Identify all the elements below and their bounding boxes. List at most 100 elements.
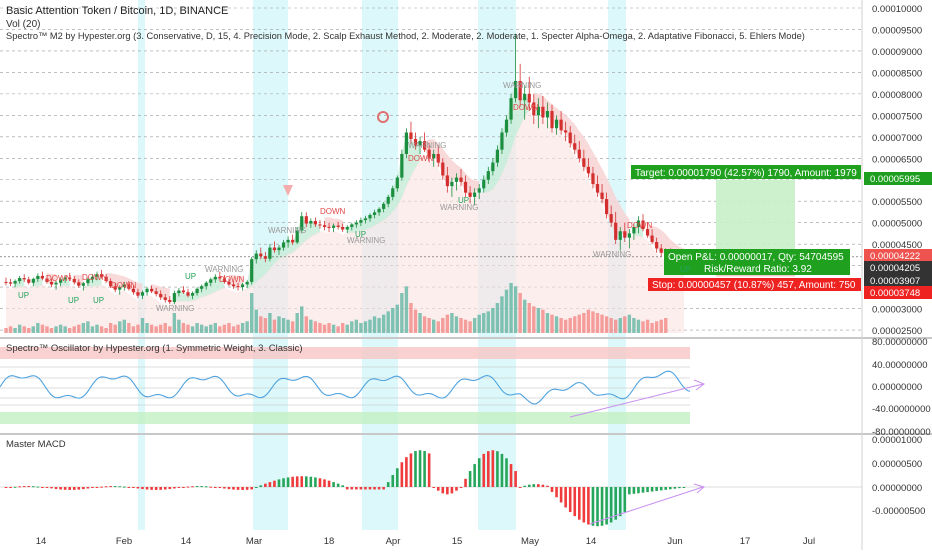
volume-bar	[245, 321, 249, 333]
macd-bar	[532, 484, 536, 487]
volume-bar	[468, 321, 472, 333]
candle	[168, 296, 172, 305]
candle-body	[49, 281, 54, 285]
macd-bar	[318, 478, 322, 487]
macd-bar	[168, 487, 172, 490]
price-marker	[864, 286, 932, 299]
volume-bar	[122, 319, 126, 333]
macd-bar	[141, 487, 144, 490]
candle-body	[573, 143, 577, 150]
macd-bar	[259, 485, 263, 487]
candle-body	[200, 286, 204, 289]
volume-bar	[127, 323, 131, 333]
macd-bar	[514, 471, 517, 487]
macd-pane[interactable]	[0, 450, 862, 527]
candle-body	[195, 288, 199, 294]
macd-bar	[414, 451, 417, 487]
signal-label: UP	[68, 296, 79, 305]
volume-bar	[573, 316, 577, 333]
macd-bar	[118, 486, 122, 488]
time-tick-label: Apr	[386, 536, 401, 547]
candle	[154, 287, 158, 297]
candle-body	[109, 281, 113, 287]
candle-body	[350, 224, 354, 227]
macd-bar	[345, 487, 349, 490]
volume-bar	[22, 326, 26, 333]
candle	[372, 209, 377, 219]
macd-bar	[500, 453, 504, 487]
candle	[145, 287, 149, 296]
macd-bar	[382, 487, 385, 490]
macd-bar	[568, 487, 572, 513]
signal-label: UP	[18, 291, 29, 300]
candle	[259, 247, 263, 260]
macd-bar	[227, 487, 231, 490]
volume-bar	[186, 324, 190, 333]
candle-body	[95, 274, 99, 277]
volume-bar	[354, 319, 359, 333]
volume-bar	[386, 311, 390, 333]
candle-body	[491, 162, 495, 172]
candle-body	[136, 292, 140, 296]
candle	[586, 158, 590, 178]
candle	[550, 104, 554, 133]
candle	[359, 217, 363, 227]
candle-body	[636, 220, 641, 227]
oscillator-pane[interactable]	[0, 347, 706, 424]
macd-bar	[277, 479, 281, 487]
candle-body	[254, 253, 258, 260]
candle-body	[382, 203, 386, 209]
candle-body	[395, 177, 399, 189]
candle	[391, 185, 395, 201]
volume-bar	[495, 303, 500, 333]
macd-bar	[159, 487, 162, 490]
price-marker-label: 0.00004205	[870, 263, 920, 274]
macd-divergence-arrow	[693, 483, 706, 494]
macd-bar	[477, 458, 481, 487]
candle-body	[495, 149, 499, 163]
divergence-arrow	[693, 379, 706, 391]
volume-bar	[363, 321, 368, 333]
volume-bar	[645, 319, 650, 333]
candle-body	[413, 138, 418, 146]
volume-bar	[49, 328, 54, 333]
candle	[122, 281, 126, 291]
symbol-title: Basic Attention Token / Bitcoin, 1D, BIN…	[6, 5, 228, 17]
pane-separator	[0, 433, 932, 435]
rr-label: Risk/Reward Ratio: 3.92	[704, 264, 812, 275]
candle	[109, 278, 113, 288]
candle-body	[509, 98, 513, 120]
candle	[623, 222, 627, 242]
volume-bar	[209, 324, 213, 333]
volume-bar	[500, 296, 504, 333]
candle-body	[500, 132, 504, 150]
macd-bar	[282, 478, 285, 487]
candle-body	[86, 279, 90, 284]
macd-bar	[637, 487, 640, 494]
stop-label-box[interactable]: Stop: 0.00000457 (10.87%) 457, Amount: 7…	[648, 278, 861, 291]
position-pnl-box[interactable]: Open P&L: 0.00000017, Qty: 54704595 Risk…	[664, 249, 850, 275]
candle	[27, 276, 31, 285]
target-label-box[interactable]: Target: 0.00001790 (42.57%) 1790, Amount…	[631, 165, 861, 179]
candle-body	[18, 278, 22, 282]
candle	[195, 287, 199, 296]
candle	[527, 76, 531, 112]
candle	[404, 128, 408, 159]
volume-bar	[145, 323, 149, 333]
macd-bar	[9, 487, 12, 488]
macd-bar	[491, 450, 495, 487]
candle	[172, 290, 176, 305]
candle-body	[72, 278, 76, 283]
macd-bar	[573, 487, 577, 517]
candle-body	[31, 278, 35, 283]
candle	[400, 149, 404, 181]
candle-body	[409, 132, 413, 139]
volume-bar	[254, 309, 258, 333]
macd-bar	[537, 484, 540, 487]
macd-bar	[59, 487, 62, 490]
volume-bar	[81, 323, 86, 333]
candle-body	[550, 111, 554, 129]
macd-bar	[95, 487, 99, 488]
volume-bar	[395, 304, 399, 333]
